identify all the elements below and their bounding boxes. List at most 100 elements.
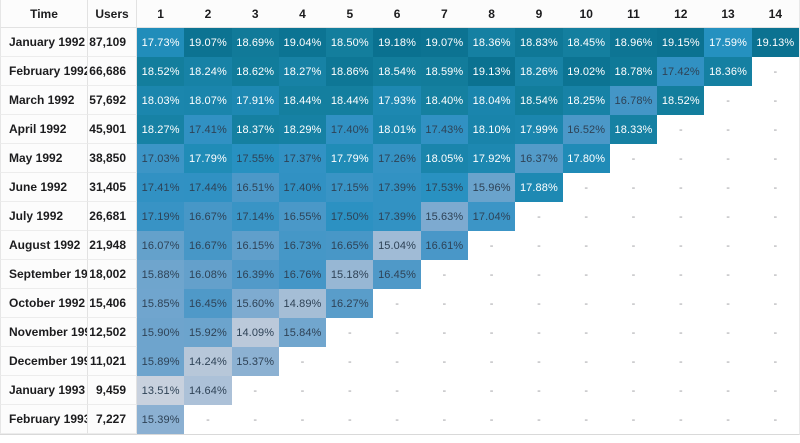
empty-cell: - [515,202,563,231]
retention-cell: 18.29% [278,115,327,144]
retention-cell: 17.53% [420,173,468,202]
retention-cell: 16.45% [373,260,421,289]
empty-cell: - [326,376,374,405]
empty-cell: - [751,144,799,173]
retention-cell: 19.04% [278,28,327,57]
retention-cell: 13.51% [137,376,185,405]
empty-cell: - [231,376,279,405]
empty-cell: - [467,376,516,405]
empty-cell: - [657,173,705,202]
cohort-users-count: 18,002 [88,260,137,289]
column-header-period-13: 13 [704,0,752,28]
retention-cell: 19.15% [657,28,705,57]
column-header-period-4: 4 [278,0,327,28]
empty-cell: - [515,405,563,434]
retention-cell: 18.04% [467,86,516,115]
empty-cell: - [609,318,658,347]
retention-cell: 16.39% [231,260,279,289]
retention-cell: 17.40% [278,173,327,202]
retention-cell: 15.85% [137,289,185,318]
retention-cell: 18.69% [231,28,279,57]
retention-cell: 15.89% [137,347,185,376]
cohort-users-count: 26,681 [88,202,137,231]
empty-cell: - [420,376,468,405]
retention-cell: 15.04% [373,231,421,260]
empty-cell: - [326,318,374,347]
empty-cell: - [609,260,658,289]
retention-cell: 17.44% [184,173,232,202]
retention-cell: 18.05% [420,144,468,173]
retention-cell: 17.39% [373,173,421,202]
empty-cell: - [562,347,610,376]
empty-cell: - [657,260,705,289]
retention-cell: 17.93% [373,86,421,115]
retention-cell: 17.59% [704,28,752,57]
retention-cell: 15.90% [137,318,185,347]
empty-cell: - [373,376,421,405]
empty-cell: - [751,115,799,144]
cohort-time-label: January 1992 [0,28,88,57]
cohort-users-count: 57,692 [88,86,137,115]
retention-cell: 19.07% [420,28,468,57]
empty-cell: - [373,405,421,434]
empty-cell: - [657,405,705,434]
retention-cell: 18.27% [278,57,327,86]
empty-cell: - [751,376,799,405]
column-header-period-6: 6 [373,0,421,28]
cohort-time-label: January 1993 [0,376,88,405]
retention-cell: 17.42% [657,57,705,86]
retention-cell: 18.52% [137,57,185,86]
empty-cell: - [326,405,374,434]
empty-cell: - [609,144,658,173]
empty-cell: - [562,376,610,405]
retention-cell: 15.60% [231,289,279,318]
retention-cell: 16.78% [609,86,658,115]
retention-cell: 17.37% [278,144,327,173]
empty-cell: - [704,376,752,405]
empty-cell: - [657,144,705,173]
cohort-time-label: May 1992 [0,144,88,173]
empty-cell: - [373,347,421,376]
empty-cell: - [184,405,232,434]
retention-cell: 18.44% [326,86,374,115]
empty-cell: - [373,289,421,318]
retention-cell: 17.26% [373,144,421,173]
retention-cell: 16.67% [184,202,232,231]
empty-cell: - [704,231,752,260]
empty-cell: - [278,405,327,434]
retention-cell: 18.10% [467,115,516,144]
cohort-time-label: April 1992 [0,115,88,144]
empty-cell: - [657,289,705,318]
retention-cell: 18.78% [609,57,658,86]
cohort-time-label: November 1992 [0,318,88,347]
retention-cell: 18.27% [137,115,185,144]
retention-cell: 17.91% [231,86,279,115]
retention-cell: 16.65% [326,231,374,260]
empty-cell: - [657,231,705,260]
retention-cell: 18.03% [137,86,185,115]
retention-cell: 18.96% [609,28,658,57]
empty-cell: - [704,347,752,376]
retention-cell: 17.43% [420,115,468,144]
retention-cell: 18.54% [373,57,421,86]
empty-cell: - [562,231,610,260]
retention-cell: 15.37% [231,347,279,376]
empty-cell: - [467,260,516,289]
empty-cell: - [515,347,563,376]
retention-cell: 18.24% [184,57,232,86]
empty-cell: - [326,347,374,376]
retention-cell: 16.27% [326,289,374,318]
retention-cell: 18.25% [562,86,610,115]
cohort-users-count: 21,948 [88,231,137,260]
cohort-time-label: June 1992 [0,173,88,202]
cohort-users-count: 15,406 [88,289,137,318]
cohort-users-count: 7,227 [88,405,137,434]
retention-cell: 16.55% [278,202,327,231]
empty-cell: - [704,202,752,231]
column-header-users: Users [88,0,137,28]
retention-cell: 15.84% [278,318,327,347]
column-header-period-10: 10 [562,0,610,28]
column-header-period-2: 2 [184,0,232,28]
retention-cell: 18.54% [515,86,563,115]
